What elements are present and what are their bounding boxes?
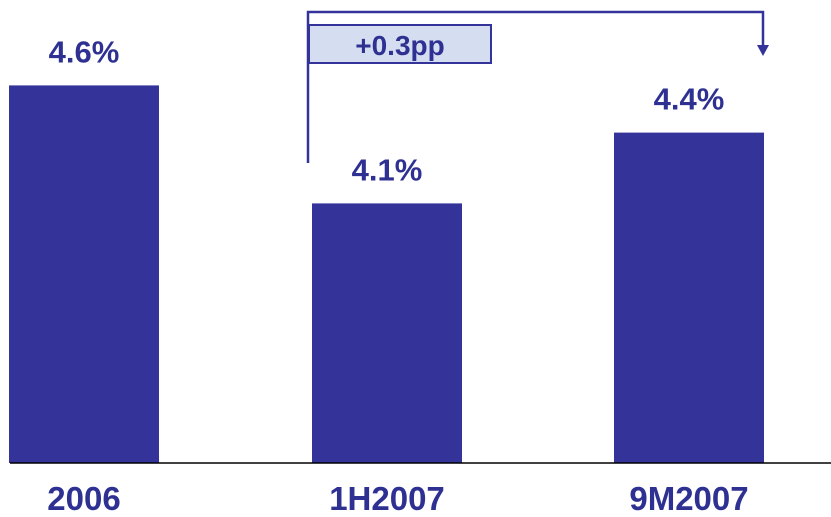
bracket-arrow-line xyxy=(306,10,765,163)
category-label-2006: 2006 xyxy=(47,480,120,517)
category-label-9M2007: 9M2007 xyxy=(629,480,748,517)
value-labels-group: 4.6% 4.1% 4.4% xyxy=(49,34,725,187)
bar-9M2007 xyxy=(614,132,764,463)
bars-group xyxy=(9,85,764,464)
value-label-2006: 4.6% xyxy=(49,34,120,69)
category-label-1H2007: 1H2007 xyxy=(329,480,445,517)
growth-annotation: +0.3pp xyxy=(306,10,769,163)
arrowhead-icon xyxy=(757,45,769,56)
bar-1H2007 xyxy=(312,203,462,463)
value-label-9M2007: 4.4% xyxy=(654,82,725,117)
value-label-1H2007: 4.1% xyxy=(352,152,423,187)
category-labels-group: 2006 1H2007 9M2007 xyxy=(47,480,748,517)
bar-2006 xyxy=(9,85,159,464)
callout-label: +0.3pp xyxy=(355,30,444,61)
callout-box xyxy=(308,24,492,64)
